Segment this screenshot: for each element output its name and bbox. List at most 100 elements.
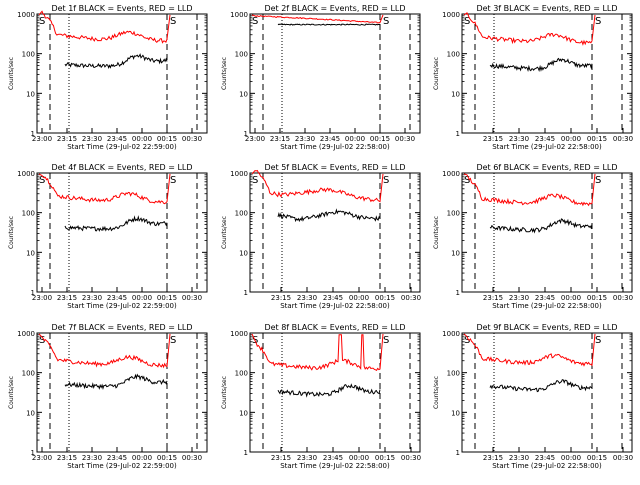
y-tick-label: 1000 <box>230 330 248 338</box>
y-tick-label: 100 <box>235 370 248 378</box>
saa-label-left: S <box>39 175 45 186</box>
x-tick-label: 23:30 <box>297 454 317 462</box>
saa-label-left: S <box>464 335 470 346</box>
events-rate-line <box>64 373 168 391</box>
y-tick-label: 10 <box>26 90 35 98</box>
events-rate-line <box>277 383 381 398</box>
x-tick-label: 23:45 <box>535 135 555 143</box>
x-axis-label: Start Time (29-Jul-02 22:59:00) <box>67 143 177 151</box>
x-tick-label: 00:15 <box>157 294 177 302</box>
events-rate-line <box>489 379 593 393</box>
x-tick-label: 00:15 <box>375 294 395 302</box>
y-tick-label: 1000 <box>230 11 248 19</box>
x-tick-label: 23:00 <box>32 294 52 302</box>
x-tick-label: 23:30 <box>509 454 529 462</box>
x-tick-label: 23:15 <box>483 454 503 462</box>
lld-rate-line <box>251 333 384 371</box>
axes-frame <box>36 13 208 134</box>
saa-label-right: S <box>383 175 389 186</box>
x-tick-label: 23:45 <box>107 294 127 302</box>
x-axis-label: Start Time (29-Jul-02 22:58:00) <box>492 143 602 151</box>
x-tick-label: 23:15 <box>271 454 291 462</box>
x-tick-label: 00:15 <box>587 294 607 302</box>
lld-rate-line <box>251 169 384 203</box>
axes-frame <box>461 332 633 453</box>
x-tick-label: 00:00 <box>345 135 365 143</box>
y-tick-label: 1000 <box>17 170 35 178</box>
y-axis-label: Counts/sec <box>8 57 15 90</box>
x-tick-label: 23:30 <box>82 135 102 143</box>
x-tick-label: 23:30 <box>82 294 102 302</box>
lld-rate-line <box>38 10 171 44</box>
y-tick-label: 10 <box>239 90 248 98</box>
y-tick-label: 10 <box>239 249 248 257</box>
y-tick-label: 100 <box>235 210 248 218</box>
y-tick-label: 100 <box>22 370 35 378</box>
chart-panel-7: Det 7f BLACK = Events, RED = LLD Counts/s… <box>8 323 208 470</box>
x-tick-label: 00:00 <box>349 294 369 302</box>
y-tick-label: 1 <box>31 130 35 138</box>
chart-panel-8: Det 8f BLACK = Events, RED = LLD Counts/s… <box>221 323 421 470</box>
lld-rate-line <box>38 173 171 205</box>
lld-rate-line <box>38 333 171 369</box>
chart-panel-6: Det 6f BLACK = Events, RED = LLD Counts/s… <box>433 163 633 310</box>
saa-label-left: S <box>464 16 470 27</box>
chart-title: Det 8f BLACK = Events, RED = LLD <box>264 323 405 332</box>
x-axis-label: Start Time (29-Jul-02 22:58:00) <box>280 462 390 470</box>
axes-frame <box>36 332 208 453</box>
events-rate-line <box>64 215 168 232</box>
x-tick-label: 00:15 <box>587 135 607 143</box>
x-tick-label: 00:15 <box>587 454 607 462</box>
x-tick-label: 00:30 <box>182 135 202 143</box>
saa-label-left: S <box>39 335 45 346</box>
x-tick-label: 00:30 <box>613 135 633 143</box>
x-tick-label: 23:30 <box>297 294 317 302</box>
chart-title: Det 3f BLACK = Events, RED = LLD <box>476 4 617 13</box>
x-tick-label: 23:45 <box>107 454 127 462</box>
lld-rate-line <box>463 12 596 46</box>
x-tick-label: 00:30 <box>401 454 421 462</box>
chart-panel-3: Det 3f BLACK = Events, RED = LLD Counts/s… <box>433 4 633 151</box>
x-tick-label: 23:30 <box>509 135 529 143</box>
x-tick-label: 00:30 <box>182 294 202 302</box>
y-tick-label: 1000 <box>442 170 460 178</box>
x-tick-label: 23:45 <box>535 454 555 462</box>
x-tick-label: 23:00 <box>245 135 265 143</box>
x-tick-label: 00:00 <box>349 454 369 462</box>
x-tick-label: 00:15 <box>157 454 177 462</box>
y-tick-label: 100 <box>22 210 35 218</box>
x-tick-label: 23:30 <box>509 294 529 302</box>
x-axis-label: Start Time (29-Jul-02 22:58:00) <box>280 143 390 151</box>
y-axis-label: Counts/sec <box>221 57 228 90</box>
chart-title: Det 4f BLACK = Events, RED = LLD <box>51 163 192 172</box>
x-tick-label: 23:15 <box>271 294 291 302</box>
x-tick-label: 00:30 <box>401 294 421 302</box>
x-tick-label: 23:30 <box>295 135 315 143</box>
y-tick-label: 1 <box>31 289 35 297</box>
x-tick-label: 23:45 <box>323 454 343 462</box>
x-tick-label: 00:00 <box>132 454 152 462</box>
saa-label-left: S <box>252 16 258 27</box>
y-axis-label: Counts/sec <box>433 57 440 90</box>
saa-label-right: S <box>170 175 176 186</box>
y-tick-label: 1 <box>456 449 460 457</box>
y-tick-label: 100 <box>447 210 460 218</box>
saa-label-right: S <box>170 335 176 346</box>
events-rate-line <box>277 208 381 223</box>
x-tick-label: 23:45 <box>535 294 555 302</box>
x-tick-label: 23:15 <box>57 454 77 462</box>
chart-panel-4: Det 4f BLACK = Events, RED = LLD Counts/s… <box>8 163 208 310</box>
saa-label-left: S <box>464 175 470 186</box>
axes-frame <box>249 332 421 453</box>
y-tick-label: 10 <box>451 90 460 98</box>
y-axis-label: Counts/sec <box>8 376 15 409</box>
lld-rate-line <box>251 14 384 24</box>
y-tick-label: 1 <box>456 130 460 138</box>
chart-panel-5: Det 5f BLACK = Events, RED = LLD Counts/s… <box>221 163 421 310</box>
x-tick-label: 00:30 <box>182 454 202 462</box>
x-tick-label: 23:15 <box>483 294 503 302</box>
y-tick-label: 10 <box>26 249 35 257</box>
y-tick-label: 1 <box>31 449 35 457</box>
